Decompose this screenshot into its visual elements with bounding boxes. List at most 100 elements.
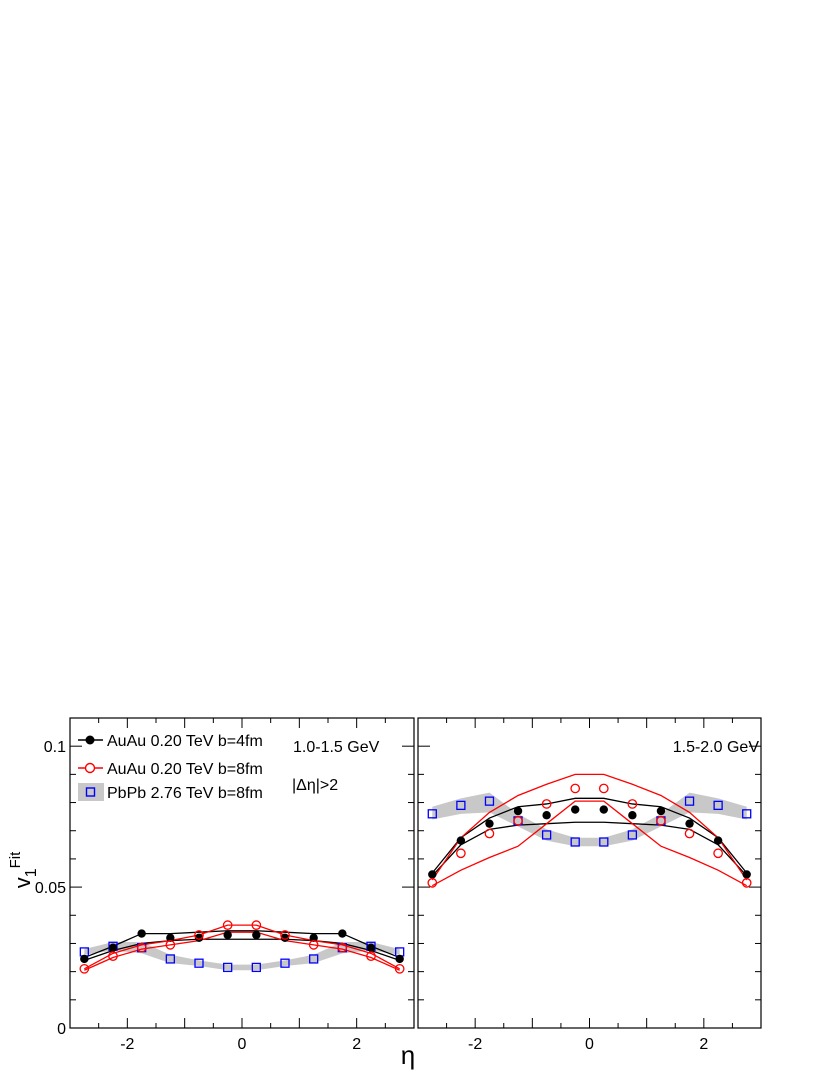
right-point-pbpb-8fm [541, 830, 552, 840]
left-x-tick-label: 2 [352, 1036, 361, 1053]
right-point-pbpb-8fm [484, 796, 495, 806]
right-series-auau-8fm [431, 773, 748, 887]
panels: -2 0 2 0 0.05 0.1 -2 0 2 [35, 717, 762, 1053]
left-point-pbpb-8fm [309, 954, 319, 964]
right-point-auau-8fm [684, 828, 695, 839]
left-x-tick-label: 0 [238, 1036, 247, 1053]
legend-band-pbpb-8fm [78, 783, 104, 801]
right-point-auau-4fm [542, 811, 551, 820]
legend-entry-auau-4fm: AuAu 0.20 TeV b=4fm [78, 733, 263, 750]
left-point-auau-4fm [223, 930, 232, 940]
right-point-auau-4fm [685, 819, 694, 828]
right-point-auau-8fm [598, 783, 609, 794]
left-band-high-auau-4fm [84, 930, 400, 959]
left-point-auau-8fm [194, 930, 204, 940]
right-series-pbpb-8fm [432, 792, 747, 847]
y-axis-title: v1Fit [7, 851, 40, 888]
left-point-auau-4fm [108, 943, 118, 952]
right-point-pbpb-8fm [684, 796, 695, 806]
left-point-auau-8fm [366, 951, 376, 961]
right-band-high-auau-8fm [431, 773, 748, 881]
left-point-auau-8fm [108, 951, 118, 961]
left-point-pbpb-8fm [223, 962, 233, 973]
legend-marker-pbpb-8fm [85, 787, 96, 797]
left-point-pbpb-8fm [194, 958, 204, 968]
right-panel-pt-range: 1.5-2.0 GeV [673, 739, 760, 756]
x-axis-title: η [401, 1040, 415, 1070]
legend-marker-auau-8fm [84, 762, 96, 774]
right-point-auau-4fm [599, 805, 608, 814]
right-point-pbpb-8fm [570, 837, 580, 847]
legend-label-pbpb-8fm: PbPb 2.76 TeV b=8fm [107, 785, 263, 802]
legend-label-auau-8fm: AuAu 0.20 TeV b=8fm [107, 761, 263, 778]
left-band-low-auau-8fm [84, 931, 400, 971]
right-point-auau-8fm [427, 878, 438, 888]
left-point-auau-4fm [395, 954, 404, 964]
legend-label-auau-4fm: AuAu 0.20 TeV b=4fm [107, 733, 263, 750]
right-points-auau-8fm [427, 783, 752, 888]
left-point-pbpb-8fm [280, 958, 290, 968]
right-point-auau-4fm [656, 806, 666, 816]
right-point-auau-4fm [713, 836, 723, 845]
left-series-auau-8fm [84, 924, 400, 971]
right-x-tick-label: 2 [699, 1036, 708, 1053]
left-point-auau-8fm [222, 920, 233, 930]
right-point-pbpb-8fm [742, 809, 752, 819]
right-point-pbpb-8fm [599, 837, 609, 847]
y-axis-title-base: v [10, 877, 35, 888]
right-panel: -2 0 2 [417, 717, 762, 1053]
right-point-auau-4fm [571, 805, 580, 814]
right-point-auau-4fm [513, 806, 523, 816]
right-point-auau-4fm [485, 819, 494, 828]
right-point-auau-8fm [484, 828, 495, 839]
left-point-auau-4fm [338, 929, 347, 938]
y-axis-title-sub: 1 [23, 868, 40, 877]
left-panel-eta-gap: |Δη|>2 [292, 777, 338, 794]
right-point-auau-8fm [627, 799, 638, 809]
right-x-tick-label: -2 [468, 1036, 482, 1053]
right-band-low-auau-8fm [431, 800, 748, 887]
right-x-tick-label: 0 [585, 1036, 594, 1053]
left-point-auau-8fm [337, 942, 348, 953]
left-panel: -2 0 2 0 0.05 0.1 [35, 717, 415, 1053]
left-y-tick-label: 0.05 [35, 880, 66, 897]
right-series-auau-4fm [431, 797, 748, 877]
left-point-auau-4fm [252, 930, 261, 940]
left-series-auau-4fm [84, 930, 400, 961]
right-point-pbpb-8fm [713, 800, 723, 811]
right-point-pbpb-8fm [456, 800, 466, 811]
right-point-auau-8fm [456, 848, 466, 859]
right-point-auau-4fm [428, 870, 437, 879]
right-point-auau-4fm [628, 811, 637, 820]
left-point-auau-4fm [80, 954, 89, 964]
left-point-auau-8fm [394, 963, 405, 974]
right-point-auau-8fm [570, 783, 581, 794]
left-point-auau-4fm [309, 933, 318, 943]
left-point-auau-8fm [79, 963, 90, 974]
left-point-auau-8fm [280, 930, 290, 940]
legend-entry-pbpb-8fm: PbPb 2.76 TeV b=8fm [78, 783, 263, 802]
left-point-auau-8fm [136, 942, 147, 953]
left-points-auau-8fm [79, 920, 405, 974]
left-point-auau-4fm [366, 943, 376, 952]
y-axis-title-sup: Fit [7, 851, 24, 868]
left-point-auau-8fm [251, 920, 262, 930]
legend-marker-auau-4fm [85, 735, 95, 745]
right-band-pbpb-8fm [432, 792, 747, 847]
right-panel-frame [417, 717, 762, 1029]
right-point-auau-8fm [541, 799, 552, 809]
right-point-auau-4fm [456, 836, 466, 845]
right-point-auau-8fm [513, 816, 523, 826]
left-point-auau-4fm [194, 933, 204, 943]
left-panel-pt-range: 1.0-1.5 GeV [293, 739, 380, 756]
right-band-low-auau-4fm [431, 821, 748, 877]
left-point-auau-8fm [165, 940, 176, 950]
left-point-auau-8fm [308, 940, 319, 950]
right-point-auau-8fm [741, 878, 752, 888]
left-band-high-auau-8fm [84, 924, 400, 970]
legend-entry-auau-8fm: AuAu 0.20 TeV b=8fm [78, 761, 263, 778]
right-points-auau-4fm [428, 805, 751, 879]
left-point-pbpb-8fm [251, 962, 261, 973]
left-point-auau-4fm [280, 933, 290, 943]
